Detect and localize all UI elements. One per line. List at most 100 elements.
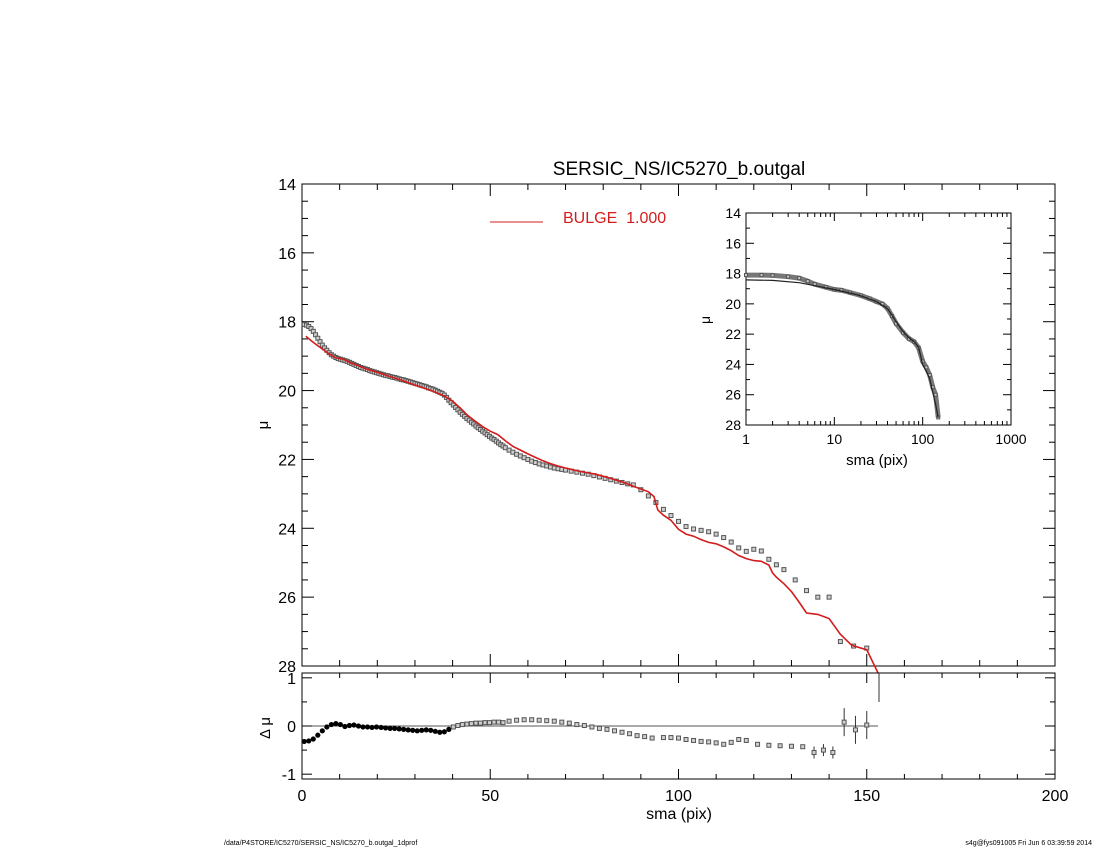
residual-x-tick-label: 200 xyxy=(1042,788,1069,805)
residual-point xyxy=(306,738,312,744)
residual-point xyxy=(566,720,572,726)
inset-observed-point xyxy=(744,273,748,278)
residual-x-axis-label: sma (pix) xyxy=(646,806,712,823)
main-y-tick-label: 24 xyxy=(278,521,296,538)
inset-y-tick-labels: 14 16 18 20 22 24 26 28 xyxy=(725,205,741,433)
residual-point xyxy=(743,737,749,743)
inset-y-tick-label: 26 xyxy=(725,387,741,403)
main-observed-point xyxy=(713,531,719,537)
main-ticks xyxy=(301,183,1056,667)
residual-point xyxy=(441,729,447,735)
inset-y-axis-label: μ xyxy=(697,316,713,324)
chart-title: SERSIC_NS/IC5270_b.outgal xyxy=(553,159,805,180)
main-y-axis-label: μ xyxy=(255,421,272,430)
residual-point xyxy=(405,727,411,733)
residual-x-tick-labels: 0 50 100 150 200 xyxy=(298,788,1069,805)
main-y-tick-label: 20 xyxy=(278,384,296,401)
residual-point xyxy=(373,724,380,730)
inset-y-tick-label: 22 xyxy=(725,326,741,342)
residual-point xyxy=(800,744,806,750)
residual-point xyxy=(468,721,474,727)
residual-point xyxy=(401,726,407,732)
residual-point xyxy=(736,736,742,742)
residual-point xyxy=(459,722,465,728)
residual-panel: -101 0 50 100 150 200 Δ μ sma (pix) xyxy=(257,671,1068,823)
residual-points xyxy=(301,708,870,759)
residual-point xyxy=(486,720,492,726)
main-observed-point xyxy=(766,556,772,562)
residual-point xyxy=(559,719,565,725)
residual-point xyxy=(811,750,817,755)
residual-point xyxy=(721,741,727,747)
residual-point xyxy=(315,732,321,738)
residual-point xyxy=(660,735,666,741)
legend-label-bulge: BULGE 1.000 xyxy=(563,210,666,227)
residual-point xyxy=(419,727,425,733)
residual-point xyxy=(473,720,479,726)
residual-point xyxy=(346,722,353,729)
inset-ticks xyxy=(745,212,1011,426)
inset-observed-point xyxy=(933,392,938,397)
main-y-tick-label: 22 xyxy=(278,452,296,469)
footer-timestamp: s4g@fys091005 Fri Jun 6 03:39:59 2014 xyxy=(965,840,1092,847)
residual-x-tick-label: 0 xyxy=(298,788,307,805)
residual-point xyxy=(544,718,550,724)
residual-point xyxy=(414,728,420,734)
residual-point xyxy=(698,738,704,744)
residual-point xyxy=(342,723,348,730)
residual-point xyxy=(310,736,316,742)
residual-y-tick-label: 0 xyxy=(287,719,296,736)
main-y-tick-label: 26 xyxy=(278,590,296,607)
residual-point xyxy=(410,727,416,733)
residual-point xyxy=(450,724,456,730)
main-observed-point xyxy=(815,594,821,600)
footer-file-path: /data/P4STORE/IC5270/SERSIC_NS/IC5270_b.… xyxy=(224,840,418,847)
main-observed-point xyxy=(826,594,832,600)
main-observed-point xyxy=(837,639,843,645)
inset-y-tick-label: 28 xyxy=(725,417,741,433)
residual-point xyxy=(324,724,330,730)
residual-x-tick-label: 150 xyxy=(853,788,880,805)
main-observed-point xyxy=(781,567,787,573)
inset-observed-band xyxy=(746,272,941,418)
inset-model-line xyxy=(745,279,939,419)
residual-point xyxy=(649,735,655,741)
inset-observed-point xyxy=(805,279,810,284)
residual-point xyxy=(464,721,470,727)
residual-point xyxy=(668,735,674,741)
residual-point xyxy=(491,719,497,725)
residual-point xyxy=(728,739,734,745)
residual-point xyxy=(706,739,712,745)
residual-point xyxy=(596,725,602,731)
residual-point xyxy=(328,721,334,728)
inset-y-tick-label: 18 xyxy=(725,266,741,282)
inset-observed-point xyxy=(797,276,802,281)
residual-point xyxy=(437,729,443,735)
residual-point xyxy=(581,723,587,729)
residual-point xyxy=(423,727,429,733)
residual-point xyxy=(369,724,375,731)
residual-point xyxy=(337,721,344,728)
residual-point xyxy=(619,729,625,735)
residual-point xyxy=(604,726,610,732)
main-observed-point xyxy=(736,545,742,551)
residual-point xyxy=(841,719,847,725)
residual-point xyxy=(496,719,502,725)
inset-y-tick-label: 24 xyxy=(725,356,741,372)
residual-point xyxy=(852,727,858,733)
residual-point xyxy=(634,733,640,739)
residual-point xyxy=(642,734,648,740)
residual-point xyxy=(364,724,371,730)
residual-point xyxy=(378,724,384,731)
residual-point xyxy=(676,735,681,741)
residual-y-axis-label: Δ μ xyxy=(257,717,274,739)
residual-point xyxy=(536,717,542,723)
inset-y-tick-label: 16 xyxy=(725,235,741,251)
main-observed-point xyxy=(645,493,651,499)
inset-plot-frame xyxy=(745,212,1012,426)
main-observed-point xyxy=(721,535,727,541)
main-observed-point xyxy=(676,518,681,524)
residual-point xyxy=(506,718,512,724)
residual-point xyxy=(319,728,325,734)
main-observed-point xyxy=(691,526,697,532)
